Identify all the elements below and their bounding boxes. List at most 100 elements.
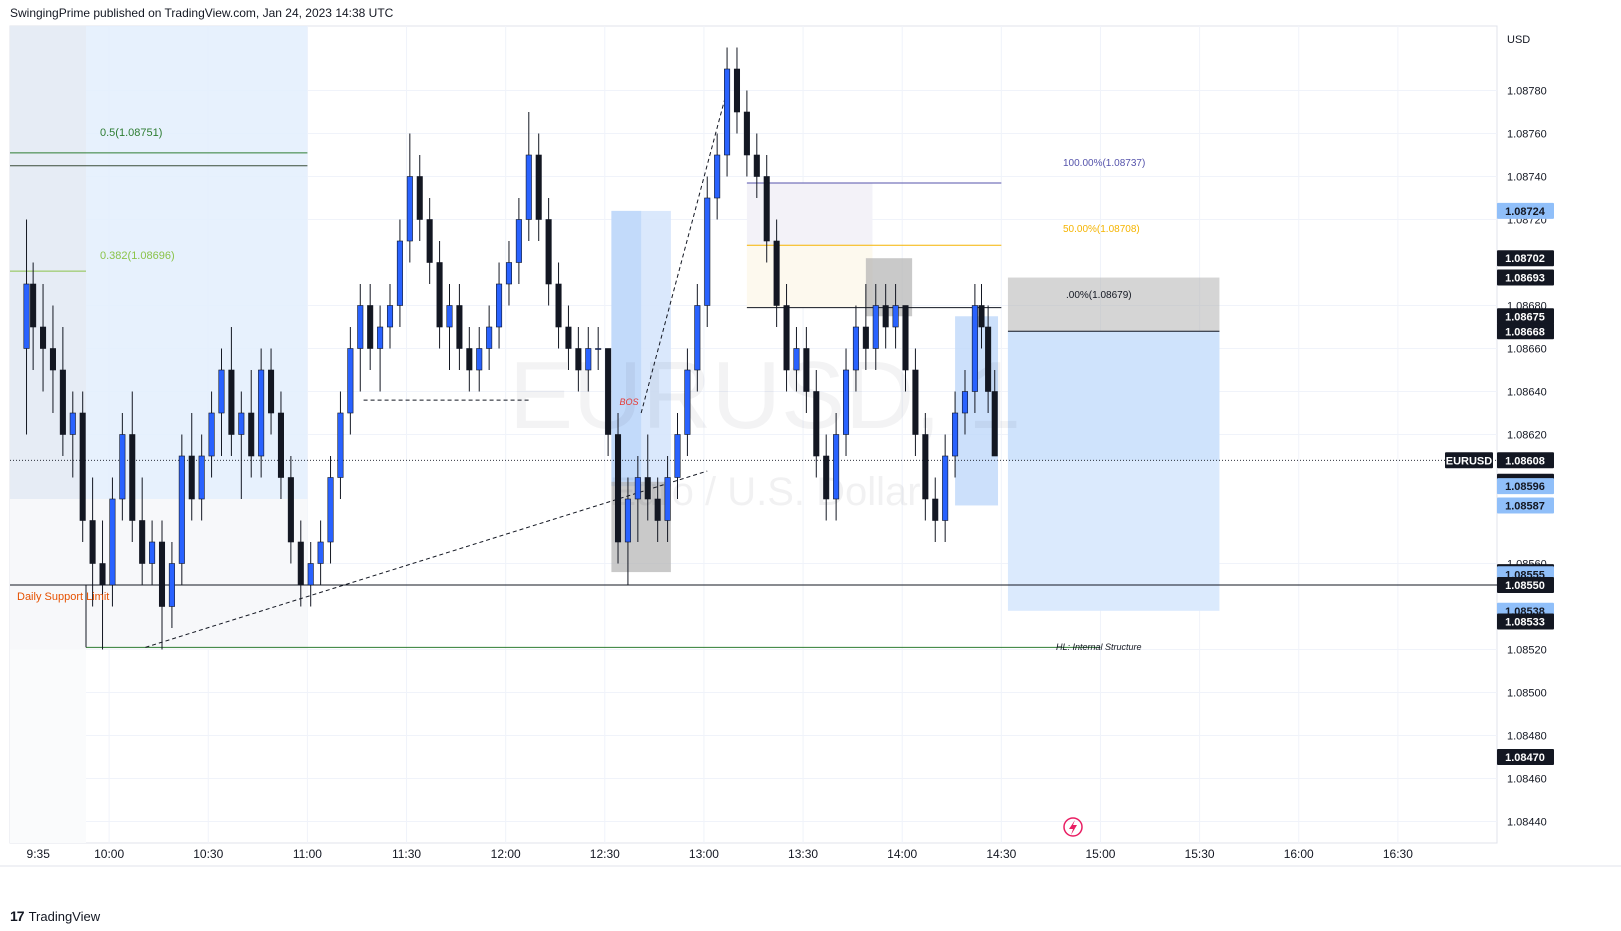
tradingview-brand: TradingView: [28, 908, 101, 924]
candle-body: [644, 477, 651, 500]
price-tick-label: 1.08760: [1507, 129, 1547, 141]
price-axis[interactable]: USD 1.087801.087601.087401.087201.086801…: [1507, 34, 1547, 829]
candle-body: [218, 369, 225, 414]
candle-body: [99, 563, 106, 586]
publisher-line: SwingingPrime published on TradingView.c…: [10, 6, 394, 20]
time-tick-label: 16:30: [1383, 847, 1413, 861]
hl-label: HL: Internal Structure: [1056, 642, 1142, 652]
candle-body: [823, 455, 830, 500]
candle-body: [486, 326, 493, 349]
tradingview-footer[interactable]: 17 TradingView: [10, 908, 100, 924]
bos-label: BOS: [619, 397, 638, 407]
price-tags: 1.08724 1.08702 1.08693 1.08675 1.08668 1.086…: [1445, 202, 1554, 765]
candle-body: [23, 283, 30, 349]
candle-body: [129, 434, 136, 521]
candle-body: [158, 541, 166, 607]
candle-body: [545, 219, 552, 285]
candle-body: [416, 176, 423, 220]
fib-zone-left-base: [10, 649, 87, 843]
daily-support-label: Daily Support Limit: [17, 591, 109, 603]
price-tag-label: 1.08668: [1505, 326, 1545, 338]
time-tick-label: 9:35: [27, 847, 51, 861]
fib-0-label: .00%(1.08679): [1066, 290, 1132, 301]
price-tag-label: 1.08550: [1505, 580, 1545, 592]
candle-body: [79, 412, 86, 521]
price-tag: [1497, 269, 1554, 286]
time-tick-label: 16:00: [1284, 847, 1314, 861]
candle-body: [139, 520, 146, 564]
time-tick-label: 10:30: [193, 847, 223, 861]
candles: [23, 47, 998, 650]
candle-body: [258, 369, 265, 457]
candle-body: [337, 412, 344, 478]
price-tag: [1497, 308, 1554, 325]
candle-body: [89, 520, 96, 564]
candle-body: [178, 455, 185, 564]
candle-body: [803, 348, 810, 392]
symbol-watermark: EURUSD, 1 Euro / U.S. Dollar: [509, 342, 1021, 514]
time-axis[interactable]: 9:35 10:00 10:30 11:00 11:30 12:00 12:30 13:00 1…: [27, 847, 1414, 861]
candle-body: [793, 348, 800, 371]
price-tick-label: 1.08480: [1507, 731, 1547, 743]
candle-body: [535, 154, 542, 220]
candle-body: [654, 498, 661, 521]
candle-body: [714, 154, 721, 199]
time-tick-label: 10:00: [94, 847, 124, 861]
watermark-name: Euro / U.S. Dollar: [609, 470, 920, 514]
candle-body: [753, 154, 760, 177]
candle-body: [40, 326, 47, 349]
candle-body: [168, 563, 175, 607]
price-tick-label: 1.08660: [1507, 344, 1547, 356]
candle-body: [902, 305, 909, 371]
candle-body: [496, 283, 503, 328]
price-tag: [1497, 202, 1554, 219]
candle-body: [327, 477, 334, 543]
candle-body: [188, 455, 195, 500]
candle-body: [664, 477, 671, 521]
candle-body: [922, 434, 929, 500]
candle-body: [198, 455, 205, 500]
candle-body: [704, 197, 711, 306]
time-tick-label: 13:30: [788, 847, 818, 861]
candle-body: [813, 391, 820, 457]
time-tick-label: 11:00: [293, 847, 322, 861]
price-tag-label: 1.08587: [1505, 500, 1545, 512]
candle-body: [624, 498, 631, 543]
candle-body: [971, 305, 978, 392]
candle-body: [733, 68, 741, 113]
symbol-tag-label: EURUSD: [1446, 455, 1493, 467]
watermark-symbol: EURUSD, 1: [509, 342, 1021, 449]
candle-body: [49, 348, 56, 371]
time-tick-label: 12:00: [491, 847, 521, 861]
candle-body: [634, 477, 641, 500]
price-tag: [1497, 613, 1554, 630]
candle-body: [347, 348, 354, 414]
candle-body: [575, 348, 582, 371]
fib-100-label: 100.00%(1.08737): [1063, 158, 1145, 169]
price-tag-label: 1.08724: [1505, 206, 1546, 218]
trendline: [145, 470, 708, 648]
fib-0382-label: 0.382(1.08696): [100, 250, 175, 262]
price-tag: [1497, 452, 1554, 469]
price-tag: [1497, 478, 1554, 495]
candle-body: [932, 498, 939, 521]
symbol-tag: [1445, 452, 1493, 469]
candle-body: [605, 348, 612, 435]
candle-body: [69, 412, 76, 435]
price-tick-label: 1.08780: [1507, 86, 1547, 98]
candle-body: [109, 498, 116, 586]
candle-body: [386, 305, 394, 328]
price-tag: [1497, 497, 1554, 514]
gray-box-right: [1007, 277, 1220, 332]
time-tick-label: 11:30: [392, 847, 421, 861]
candle-body: [912, 369, 919, 435]
tradingview-logo-icon: 17: [10, 908, 25, 924]
candle-body: [942, 455, 949, 521]
price-tag-label: 1.08693: [1505, 273, 1545, 285]
candle-body: [436, 262, 443, 328]
candle-body: [773, 240, 780, 306]
lightning-alert-icon[interactable]: [1063, 817, 1083, 837]
price-tag-label: 1.08702: [1505, 253, 1545, 265]
currency-label: USD: [1507, 34, 1530, 46]
